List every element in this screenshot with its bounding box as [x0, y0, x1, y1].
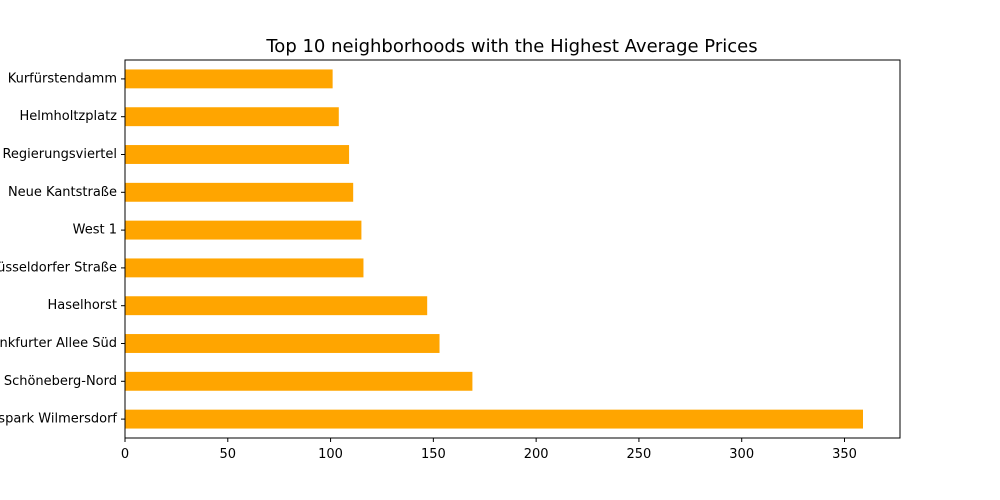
bars-group [125, 69, 863, 429]
y-tick-label: Frankfurter Allee Süd [0, 336, 117, 351]
bar [125, 258, 364, 278]
y-tick-label: Neue Kantstraße [8, 185, 117, 200]
y-tick-label: Schöneberg-Nord [4, 374, 117, 389]
bar [125, 334, 440, 353]
bar [125, 296, 428, 316]
y-tick-label: Düsseldorfer Straße [0, 260, 117, 275]
bar [125, 371, 473, 391]
y-tick-label: Helmholtzplatz [19, 109, 117, 124]
bar [125, 409, 863, 429]
x-tick-label: 300 [729, 447, 754, 462]
x-axis-ticks: 0 50 100 150 200 250 300 350 [121, 438, 857, 462]
y-tick-label: Regierungsviertel [2, 147, 117, 162]
y-tick-label: Volkspark Wilmersdorf [0, 412, 117, 427]
y-tick-label: West 1 [73, 223, 117, 238]
bar [125, 107, 339, 127]
bar [125, 145, 350, 164]
x-tick-label: 200 [524, 447, 549, 462]
y-tick-label: Kurfürstendamm [8, 71, 117, 86]
plot-frame [124, 59, 901, 439]
bar [125, 182, 354, 202]
x-tick-label: 100 [318, 447, 343, 462]
bar [125, 69, 333, 89]
y-axis-ticks: Kurfürstendamm Helmholtzplatz Regierungsvi… [0, 71, 125, 427]
bar [125, 220, 362, 240]
x-tick-label: 50 [220, 447, 237, 462]
x-tick-label: 0 [121, 447, 129, 462]
x-tick-label: 150 [421, 447, 446, 462]
chart-title: Top 10 neighborhoods with the Highest Av… [265, 36, 757, 57]
x-tick-label: 350 [832, 447, 857, 462]
y-tick-label: Haselhorst [47, 298, 117, 313]
x-tick-label: 250 [627, 447, 652, 462]
